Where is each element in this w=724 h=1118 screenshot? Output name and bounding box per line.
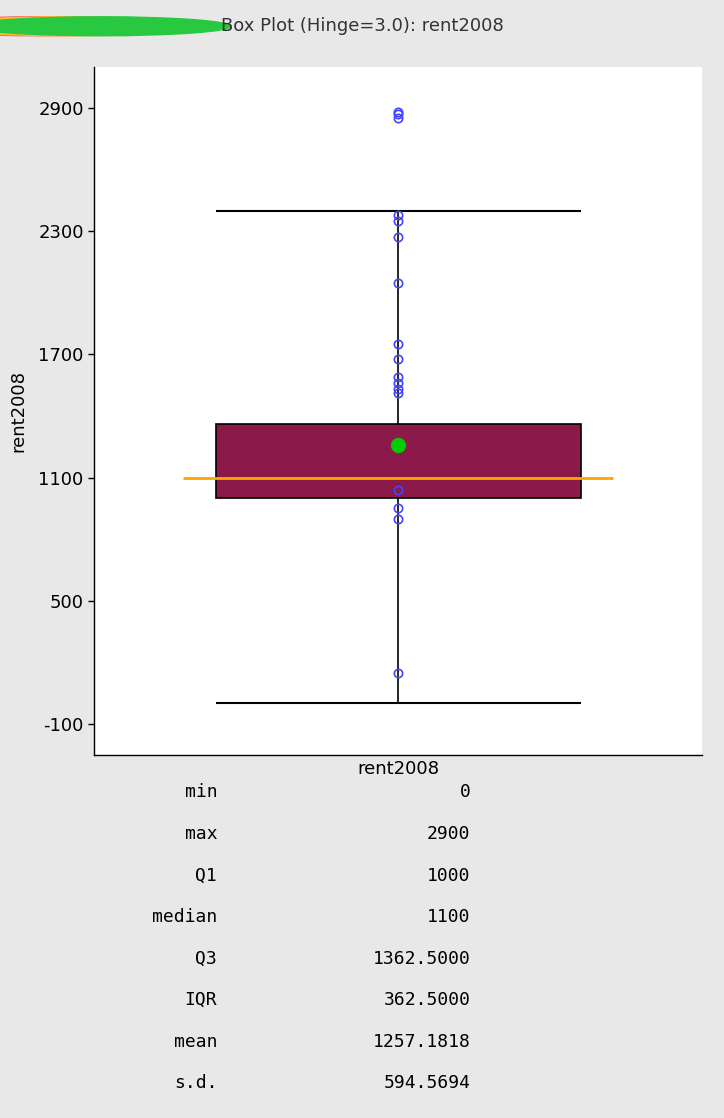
Text: 1257.1818: 1257.1818 [373, 1033, 471, 1051]
Text: 594.5694: 594.5694 [384, 1074, 471, 1092]
Text: 1000: 1000 [427, 866, 471, 884]
Text: Q1: Q1 [195, 866, 217, 884]
Text: 0: 0 [460, 784, 471, 802]
Text: mean: mean [174, 1033, 217, 1051]
Text: 362.5000: 362.5000 [384, 992, 471, 1010]
Circle shape [0, 17, 201, 36]
Text: 2900: 2900 [427, 825, 471, 843]
Text: 1100: 1100 [427, 908, 471, 926]
Y-axis label: rent2008: rent2008 [9, 370, 27, 452]
Text: Q3: Q3 [195, 949, 217, 968]
Bar [216, 424, 581, 499]
Circle shape [0, 17, 170, 36]
Text: s.d.: s.d. [174, 1074, 217, 1092]
Text: Box Plot (Hinge=3.0): rent2008: Box Plot (Hinge=3.0): rent2008 [221, 17, 503, 36]
Text: median: median [152, 908, 217, 926]
Circle shape [0, 17, 231, 36]
Text: min: min [185, 784, 217, 802]
Text: max: max [185, 825, 217, 843]
Text: 1362.5000: 1362.5000 [373, 949, 471, 968]
Text: IQR: IQR [185, 992, 217, 1010]
